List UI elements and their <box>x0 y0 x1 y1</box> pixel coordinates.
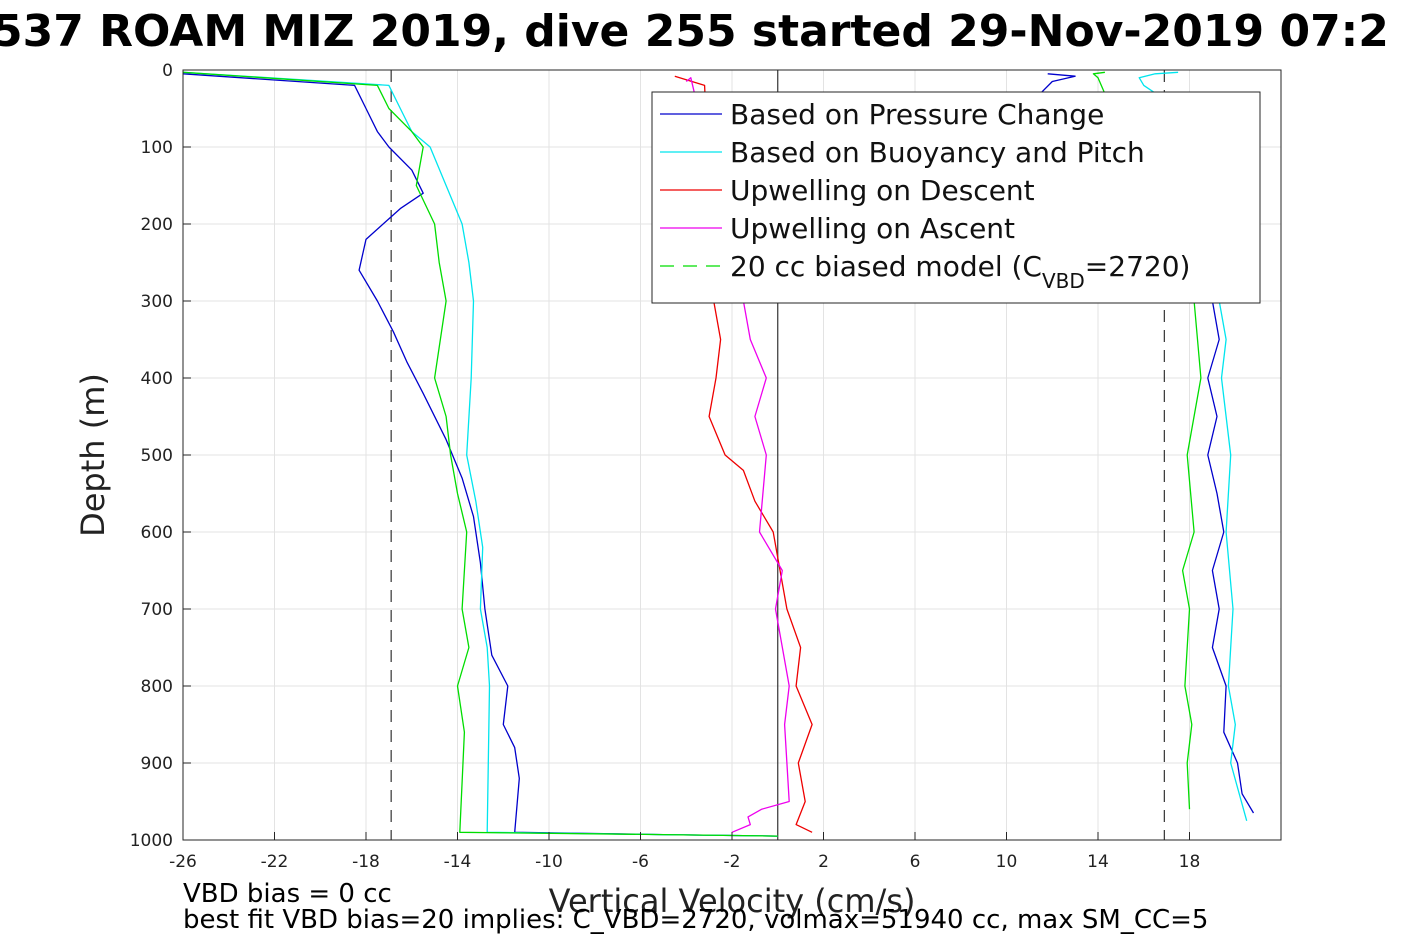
y-tick-label: 600 <box>141 523 173 543</box>
series-line-4 <box>674 75 813 833</box>
y-ticks: 0 100 200 300 400 500 600 700 800 900 1000 <box>130 61 191 851</box>
legend-label: Based on Buoyancy and Pitch <box>730 136 1145 169</box>
x-tick-label: -6 <box>632 852 649 872</box>
legend-label: Upwelling on Descent <box>730 174 1035 207</box>
y-tick-label: 700 <box>141 600 173 620</box>
x-tick-label: -14 <box>444 852 472 872</box>
x-tick-label: 10 <box>996 852 1018 872</box>
x-axis-label: Vertical Velocity (cm/s) <box>549 882 916 920</box>
series-line-5 <box>685 77 790 833</box>
x-tick-label: 6 <box>910 852 921 872</box>
footer-vbd-bias: VBD bias = 0 cc <box>183 879 392 909</box>
x-tick-label: -26 <box>169 852 197 872</box>
y-tick-label: 200 <box>141 215 173 235</box>
y-tick-label: 300 <box>141 292 173 312</box>
series-line-0 <box>182 73 778 837</box>
footer-best-fit: best fit VBD bias=20 implies: C_VBD=2720… <box>183 905 1208 935</box>
y-tick-label: 800 <box>141 677 173 697</box>
series-line-7 <box>1092 71 1202 810</box>
x-tick-label: -2 <box>724 852 741 872</box>
legend-label: Upwelling on Ascent <box>730 212 1015 245</box>
x-tick-label: 18 <box>1179 852 1201 872</box>
y-tick-label: 1000 <box>130 831 173 851</box>
x-tick-label: -22 <box>261 852 289 872</box>
chart-title: 537 ROAM MIZ 2019, dive 255 started 29-N… <box>0 6 1389 57</box>
series-line-3 <box>1138 71 1248 821</box>
x-tick-label: 14 <box>1087 852 1109 872</box>
y-tick-label: 400 <box>141 369 173 389</box>
x-ticks: -26 -22 -18 -14 -10 -6 -2 2 6 10 14 18 <box>169 832 1200 872</box>
y-tick-label: 0 <box>162 61 173 81</box>
x-tick-label: -18 <box>352 852 380 872</box>
y-tick-label: 900 <box>141 754 173 774</box>
series-line-6 <box>182 71 778 837</box>
legend: Based on Pressure Change Based on Buoyanc… <box>651 91 1261 304</box>
x-tick-label: 2 <box>818 852 829 872</box>
y-tick-label: 100 <box>141 138 173 158</box>
y-axis-label: Depth (m) <box>74 373 112 537</box>
legend-label: Based on Pressure Change <box>730 98 1104 131</box>
y-tick-label: 500 <box>141 446 173 466</box>
legend-box <box>651 91 1261 304</box>
x-tick-label: -10 <box>535 852 563 872</box>
plot-area <box>182 71 1255 837</box>
